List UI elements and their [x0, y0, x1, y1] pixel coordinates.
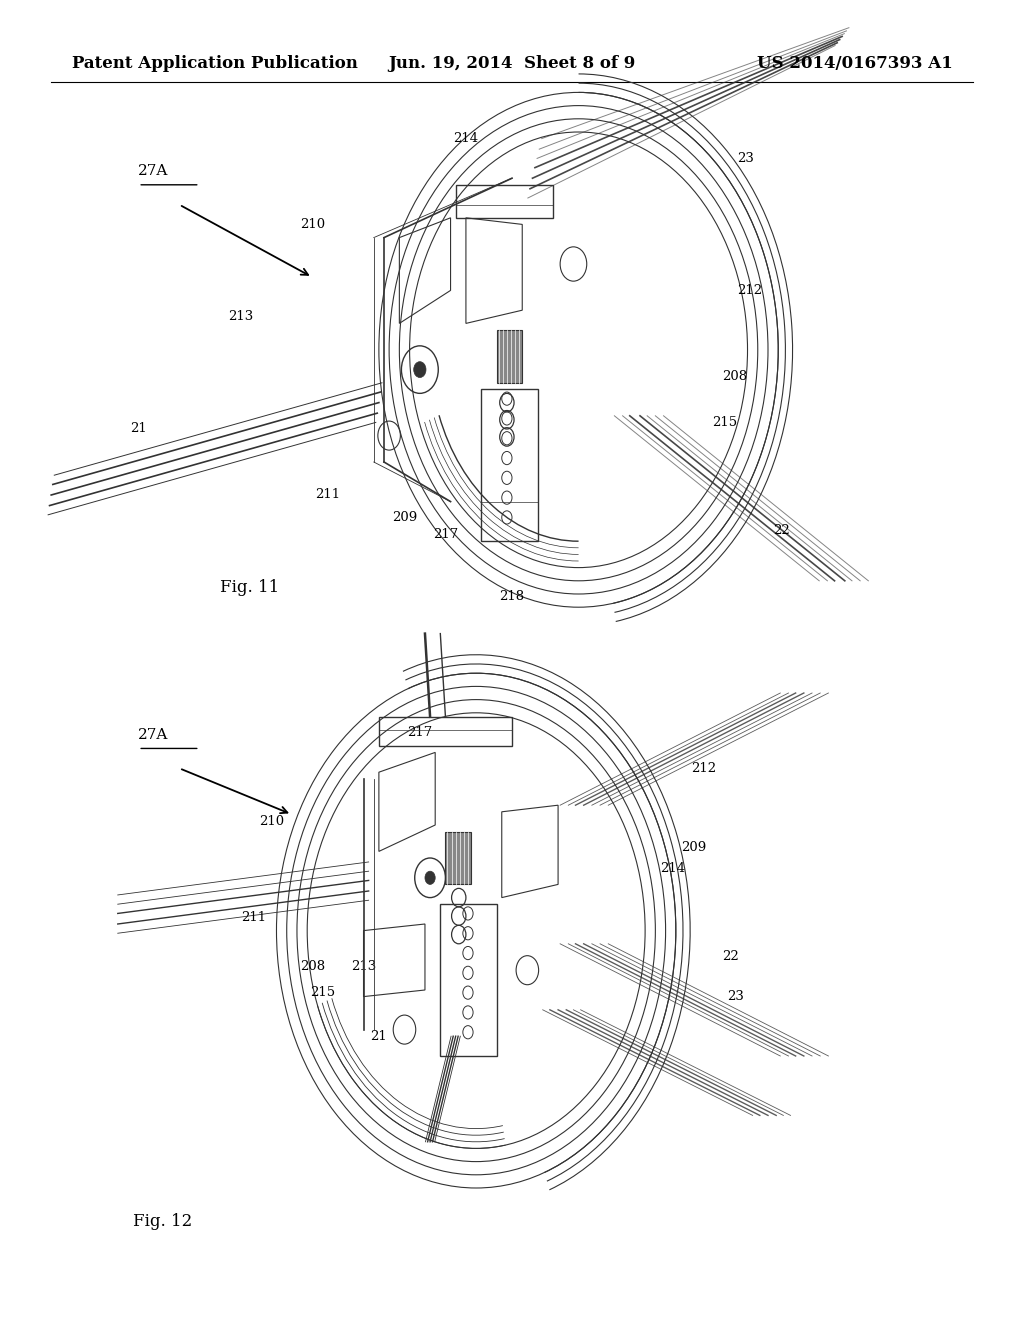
Text: 217: 217: [433, 528, 458, 541]
Text: 211: 211: [242, 911, 266, 924]
Text: 217: 217: [408, 726, 432, 739]
Text: 22: 22: [722, 950, 738, 964]
Text: 212: 212: [691, 762, 717, 775]
Text: 215: 215: [712, 416, 737, 429]
Text: Fig. 12: Fig. 12: [133, 1213, 193, 1229]
Text: Jun. 19, 2014  Sheet 8 of 9: Jun. 19, 2014 Sheet 8 of 9: [388, 55, 636, 71]
Text: 23: 23: [727, 990, 743, 1003]
Text: 210: 210: [259, 814, 284, 828]
Circle shape: [425, 871, 435, 884]
Text: 209: 209: [392, 511, 417, 524]
Bar: [379, 717, 512, 746]
Text: 210: 210: [300, 218, 325, 231]
Text: 213: 213: [351, 960, 376, 973]
Text: Fig. 11: Fig. 11: [220, 579, 280, 595]
Text: 27A: 27A: [138, 164, 169, 178]
Circle shape: [414, 362, 426, 378]
Text: Patent Application Publication: Patent Application Publication: [72, 55, 357, 71]
Text: 213: 213: [228, 310, 253, 323]
Bar: [445, 832, 471, 884]
Text: 22: 22: [773, 524, 790, 537]
Text: 21: 21: [371, 1030, 387, 1043]
Text: 209: 209: [681, 841, 707, 854]
Bar: [456, 185, 553, 218]
Text: 218: 218: [500, 590, 524, 603]
Text: 215: 215: [310, 986, 335, 999]
Text: US 2014/0167393 A1: US 2014/0167393 A1: [757, 55, 952, 71]
Text: 27A: 27A: [138, 727, 169, 742]
Text: 214: 214: [454, 132, 478, 145]
Text: 208: 208: [722, 370, 748, 383]
Text: 23: 23: [737, 152, 754, 165]
Text: 214: 214: [660, 862, 686, 875]
Text: 212: 212: [737, 284, 763, 297]
Text: 21: 21: [130, 422, 146, 436]
Bar: [481, 389, 538, 541]
Text: 208: 208: [300, 960, 325, 973]
Bar: [497, 330, 522, 383]
Text: 211: 211: [315, 488, 340, 502]
Bar: [440, 904, 497, 1056]
